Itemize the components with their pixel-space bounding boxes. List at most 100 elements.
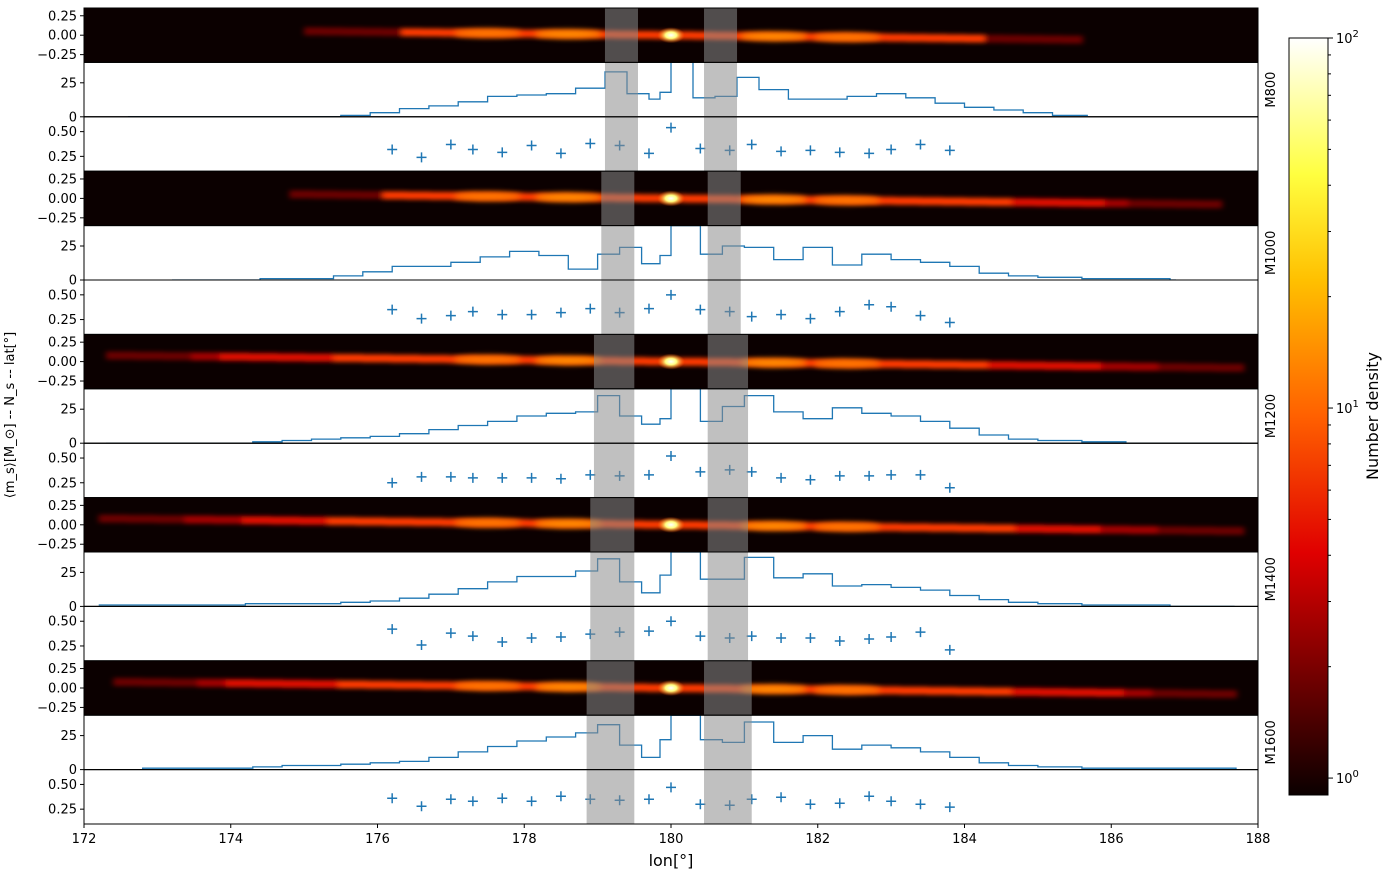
stream-hot bbox=[453, 681, 882, 694]
mass-point bbox=[585, 469, 596, 480]
stream-segment bbox=[405, 191, 431, 200]
colorbar-tick-label: 100 bbox=[1336, 769, 1359, 787]
axes-frame bbox=[83, 605, 1259, 662]
gap-band bbox=[586, 660, 635, 824]
count-histogram-M1400 bbox=[98, 552, 1235, 607]
stream-segment bbox=[420, 28, 442, 37]
stream-segment bbox=[359, 191, 384, 200]
mass-point bbox=[746, 311, 757, 322]
stream-segment bbox=[1174, 200, 1200, 209]
progenitor-core bbox=[657, 680, 685, 696]
stream-segment bbox=[638, 194, 664, 203]
mass-point bbox=[805, 633, 816, 644]
mass-point bbox=[776, 309, 787, 320]
lat-tick-label: −0.25 bbox=[37, 48, 77, 63]
lat-tick-label: −0.25 bbox=[37, 211, 77, 226]
mass-point bbox=[416, 801, 427, 812]
x-tick-label: 186 bbox=[1099, 832, 1124, 847]
stream-hotspot bbox=[739, 358, 808, 367]
stream-segment bbox=[887, 33, 908, 42]
mass-point bbox=[555, 473, 566, 484]
stream-hotspot bbox=[534, 519, 603, 528]
mass-point bbox=[526, 140, 537, 151]
stream-segment bbox=[305, 353, 335, 362]
stream-segment bbox=[1095, 688, 1125, 697]
stream-segment bbox=[693, 31, 714, 40]
count-tick-label: 0 bbox=[69, 274, 77, 289]
stream-segment bbox=[926, 34, 947, 43]
colorbar-label: Number density bbox=[1363, 352, 1382, 480]
mass-point bbox=[805, 799, 816, 810]
count-tick-label: 0 bbox=[69, 437, 77, 452]
count-histogram-M1200 bbox=[106, 388, 1242, 444]
stream-segment bbox=[1011, 198, 1036, 207]
stream-segment bbox=[899, 686, 929, 695]
mass-point bbox=[944, 482, 955, 493]
x-tick-label: 172 bbox=[72, 832, 97, 847]
lat-tick-label: 0.00 bbox=[48, 518, 77, 533]
stream-segment bbox=[1101, 362, 1131, 371]
stream-segment bbox=[1198, 200, 1223, 209]
stream-hotspot bbox=[534, 193, 603, 202]
stream-hotspot bbox=[534, 356, 603, 365]
mass-point bbox=[915, 627, 926, 638]
mass-tick-label: 0.25 bbox=[48, 313, 77, 328]
progenitor-core bbox=[657, 353, 685, 370]
model-label-M1000: M1000 bbox=[1264, 231, 1279, 275]
mass-point bbox=[666, 122, 676, 133]
stream-segment bbox=[394, 681, 424, 690]
stream-segment bbox=[413, 518, 444, 527]
stream-segment bbox=[906, 33, 928, 42]
gap-band bbox=[601, 171, 635, 335]
colorbar-ticks: 100 101 102 bbox=[1328, 29, 1359, 787]
stream-segment bbox=[356, 517, 386, 526]
colorbar-tick-label: 101 bbox=[1336, 399, 1359, 417]
mass-point bbox=[387, 304, 398, 315]
model-label-M1400: M1400 bbox=[1264, 557, 1279, 601]
stream-segment bbox=[106, 351, 136, 360]
mass-point bbox=[643, 469, 654, 480]
stream-hotspot bbox=[739, 521, 808, 530]
x-tick-label: 182 bbox=[805, 832, 830, 847]
stream-segment bbox=[955, 687, 985, 696]
mass-point bbox=[915, 310, 926, 321]
mass-point bbox=[445, 310, 456, 321]
stream-segment bbox=[113, 677, 143, 686]
stream-segment bbox=[184, 515, 215, 524]
stream-hotspot bbox=[813, 522, 882, 531]
stream-hotspot bbox=[739, 32, 808, 41]
mass-point bbox=[776, 472, 787, 483]
model-group-M1200: 0.25 0.00 −0.25 25 00.50 0.25 M1200 bbox=[37, 333, 1279, 499]
x-axis: 172 174 176 178 180 182 184 186 188 bbox=[72, 824, 1270, 847]
lat-tick-label: 0.25 bbox=[48, 499, 77, 514]
stream-segment bbox=[312, 190, 338, 199]
mass-point bbox=[886, 796, 897, 807]
mass-point bbox=[467, 144, 478, 155]
lat-tick-label: 0.25 bbox=[48, 662, 77, 677]
stream-segment bbox=[1158, 363, 1188, 372]
stream-segment bbox=[1067, 688, 1097, 697]
mass-point bbox=[387, 624, 398, 635]
stream-segment bbox=[1058, 198, 1083, 207]
model-group-M1600: 0.25 0.00 −0.25 25 00.50 0.25 M1600 bbox=[37, 660, 1279, 825]
mass-point bbox=[467, 631, 478, 642]
stream-segment bbox=[248, 353, 278, 362]
stream-segment bbox=[1081, 199, 1106, 208]
stream-segment bbox=[276, 353, 307, 362]
count-tick-label: 25 bbox=[60, 566, 77, 581]
stream-segment bbox=[518, 29, 539, 38]
mass-point bbox=[387, 793, 398, 804]
mass-point bbox=[944, 802, 955, 813]
mass-tick-label: 0.50 bbox=[48, 125, 77, 140]
stream-hotspot bbox=[453, 681, 522, 690]
mass-point bbox=[864, 148, 875, 159]
stream-segment bbox=[401, 28, 422, 37]
gap-band bbox=[707, 334, 749, 498]
mass-point bbox=[695, 304, 706, 315]
count-histogram-M1000 bbox=[172, 225, 1176, 281]
stream-segment bbox=[634, 30, 656, 39]
stream-segment bbox=[281, 679, 311, 688]
count-histogram-M1600 bbox=[113, 715, 1242, 770]
count-histogram-M800 bbox=[128, 62, 1088, 117]
